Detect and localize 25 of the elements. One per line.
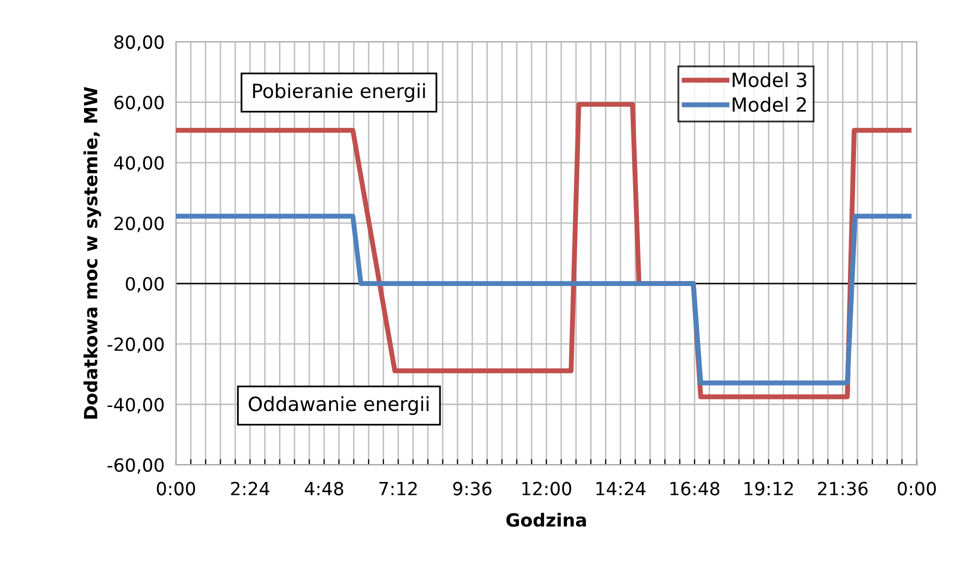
y-tick-label: 0,00 — [126, 276, 164, 292]
y-tick-label: 60,00 — [114, 96, 164, 112]
x-tick-label: 14:24 — [596, 482, 646, 496]
x-tick-label: 0:00 — [898, 482, 936, 496]
x-tick-label: 9:36 — [453, 482, 492, 496]
x-axis-title: Godzina — [506, 512, 586, 527]
x-tick-label: 7:12 — [379, 482, 417, 496]
annotation: Oddawanie energii — [248, 396, 428, 415]
legend-label: Model 2 — [732, 96, 806, 112]
x-tick-label: 21:36 — [818, 482, 868, 496]
x-tick-label: 12:00 — [522, 482, 572, 496]
y-tick-label: -20,00 — [108, 337, 164, 353]
y-tick-label: 80,00 — [114, 35, 164, 51]
legend-label: Model 3 — [732, 72, 806, 88]
y-tick-label: 40,00 — [114, 156, 164, 172]
y-tick-label: 20,00 — [114, 216, 164, 232]
x-tick-label: 2:24 — [231, 482, 270, 496]
x-tick-label: 19:12 — [744, 482, 793, 496]
y-tick-label: -60,00 — [108, 458, 164, 474]
x-tick-label: 16:48 — [670, 482, 720, 496]
y-axis-title: Dodatkowa moc w systemie, MW — [83, 86, 102, 419]
x-tick-label: 4:48 — [304, 482, 344, 496]
y-tick-label: -40,00 — [108, 398, 164, 414]
x-tick-label: 0:00 — [156, 482, 196, 496]
annotation: Pobieranie energii — [253, 83, 425, 102]
